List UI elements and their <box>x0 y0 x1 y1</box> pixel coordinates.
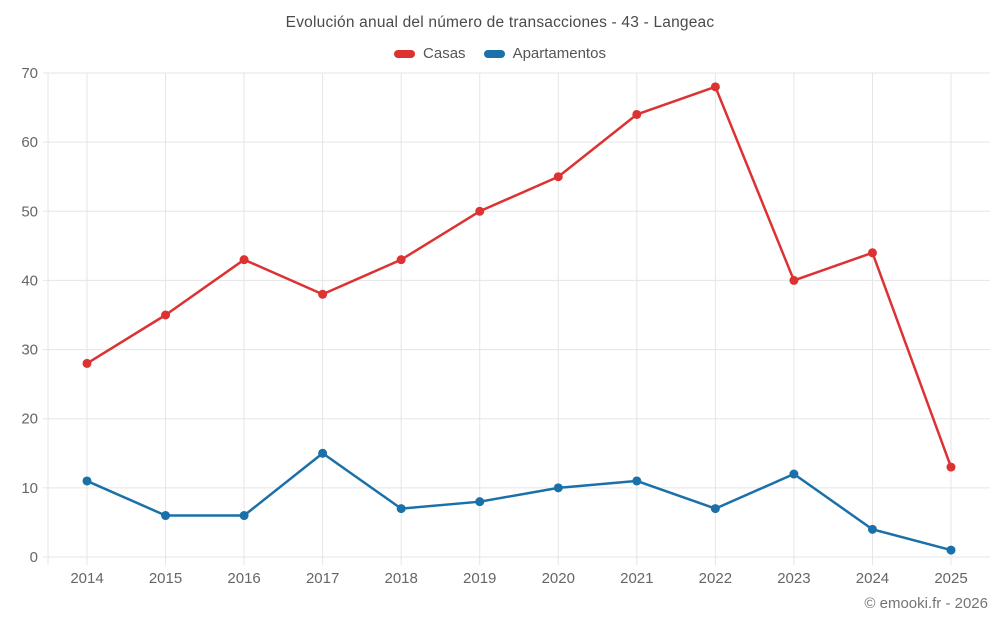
data-point-apartamentos-2020 <box>553 483 563 493</box>
data-point-casas-2023 <box>789 275 799 285</box>
x-axis-tick-label: 2016 <box>227 570 260 587</box>
data-point-apartamentos-2014 <box>82 476 92 486</box>
y-axis-tick-label: 60 <box>21 134 38 151</box>
y-axis-tick-label: 0 <box>30 549 38 566</box>
data-point-casas-2020 <box>553 172 563 182</box>
chart-legend: Casas Apartamentos <box>0 45 1000 62</box>
x-axis-tick-label: 2014 <box>70 570 103 587</box>
y-axis-tick-label: 20 <box>21 411 38 428</box>
data-point-casas-2015 <box>161 310 171 320</box>
x-axis-tick-label: 2024 <box>856 570 889 587</box>
casas-legend-swatch <box>394 49 416 58</box>
data-point-apartamentos-2019 <box>475 497 485 507</box>
data-point-casas-2021 <box>632 109 642 119</box>
y-axis-tick-label: 50 <box>21 203 38 220</box>
y-axis-tick-label: 70 <box>21 65 38 82</box>
data-point-casas-2024 <box>867 248 877 258</box>
data-point-casas-2025 <box>946 462 956 472</box>
x-axis-tick-label: 2023 <box>777 570 810 587</box>
legend-item-apartamentos[interactable]: Apartamentos <box>483 45 606 62</box>
data-point-apartamentos-2025 <box>946 545 956 555</box>
data-point-apartamentos-2015 <box>161 511 171 521</box>
legend-item-casas[interactable]: Casas <box>394 45 466 62</box>
x-axis-tick-label: 2021 <box>620 570 653 587</box>
y-axis-tick-label: 30 <box>21 342 38 359</box>
x-axis-tick-label: 2025 <box>934 570 967 587</box>
data-point-apartamentos-2016 <box>239 511 249 521</box>
apartamentos-legend-swatch <box>483 49 505 58</box>
y-axis-tick-label: 10 <box>21 480 38 497</box>
series-line-casas <box>85 85 953 469</box>
data-point-apartamentos-2024 <box>867 524 877 534</box>
data-point-casas-2018 <box>396 255 406 265</box>
data-point-casas-2019 <box>475 206 485 216</box>
data-point-casas-2014 <box>82 358 92 368</box>
x-axis-tick-label: 2022 <box>699 570 732 587</box>
apartamentos-legend-label: Apartamentos <box>512 45 606 62</box>
data-point-casas-2017 <box>318 289 328 299</box>
x-axis-tick-label: 2020 <box>542 570 575 587</box>
series-line-apartamentos <box>85 452 953 552</box>
y-axis-tick-label: 40 <box>21 272 38 289</box>
copyright-text: © emooki.fr - 2026 <box>864 595 988 612</box>
data-point-casas-2022 <box>710 82 720 92</box>
data-point-apartamentos-2017 <box>318 448 328 458</box>
x-axis-tick-label: 2015 <box>149 570 182 587</box>
x-axis-tick-label: 2018 <box>384 570 417 587</box>
data-point-apartamentos-2021 <box>632 476 642 486</box>
data-point-apartamentos-2018 <box>396 504 406 514</box>
casas-legend-label: Casas <box>423 45 466 62</box>
chart-title: Evolución anual del número de transaccio… <box>285 14 715 31</box>
x-axis-tick-label: 2017 <box>306 570 339 587</box>
data-point-apartamentos-2023 <box>789 469 799 479</box>
data-point-casas-2016 <box>239 255 249 265</box>
x-axis-tick-label: 2019 <box>463 570 496 587</box>
data-point-apartamentos-2022 <box>710 504 720 514</box>
